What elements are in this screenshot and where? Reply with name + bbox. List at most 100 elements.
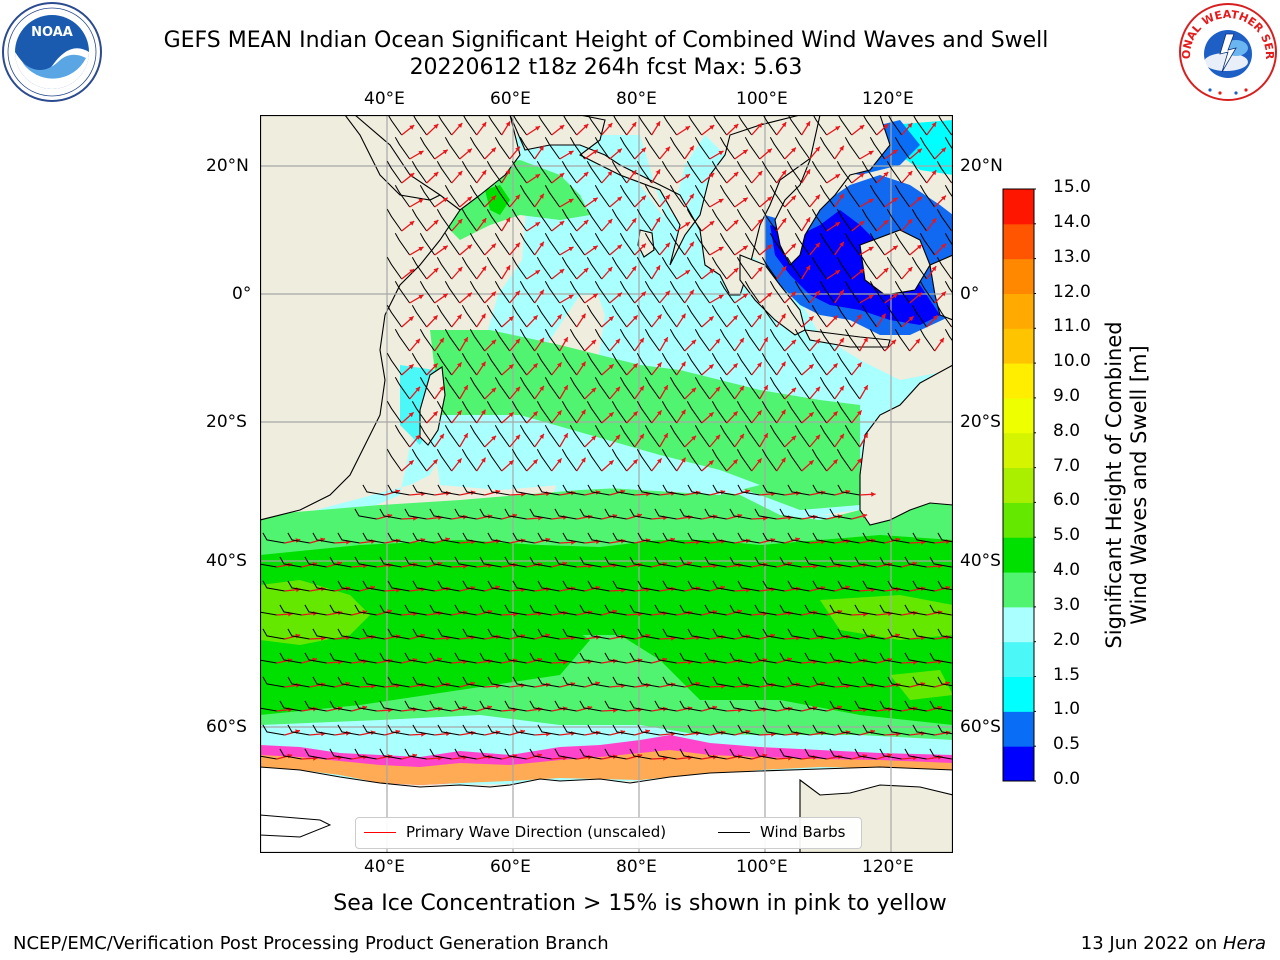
wind-barb	[337, 580, 360, 592]
wave-arrowhead	[491, 435, 496, 441]
wind-barb	[704, 652, 727, 664]
wind-barb	[937, 676, 953, 687]
wind-barb	[811, 401, 828, 424]
wave-arrowhead	[665, 146, 670, 152]
wind-barb	[779, 556, 802, 568]
wave-arrowhead	[757, 458, 762, 464]
wave-arrowhead	[665, 242, 670, 248]
wind-barb	[386, 161, 403, 184]
wind-barb	[262, 628, 285, 640]
wave-arrowhead	[685, 222, 690, 227]
wind-barb	[912, 676, 935, 688]
wave-arrowhead	[641, 147, 646, 153]
wind-barb	[761, 209, 778, 232]
wind-barb	[519, 377, 536, 400]
wind-barb	[586, 305, 603, 328]
wave-arrowhead	[433, 172, 439, 177]
wave-arrowhead	[408, 364, 414, 370]
wind-barb	[819, 137, 836, 160]
wind-barb	[486, 305, 503, 328]
wave-arrowhead	[615, 434, 620, 440]
wave-arrowhead	[691, 435, 696, 441]
wind-barb	[511, 305, 528, 328]
wind-barb	[579, 508, 602, 520]
wind-barb	[262, 724, 285, 736]
wind-barb	[561, 401, 578, 424]
wind-barb	[444, 377, 461, 400]
wind-barb	[386, 353, 403, 376]
wave-arrowhead	[557, 314, 562, 320]
wind-barb	[704, 508, 727, 520]
wave-arrowhead	[791, 291, 796, 297]
wave-arrowhead	[463, 385, 468, 391]
wave-arrowhead	[859, 173, 865, 178]
wind-barb	[669, 185, 686, 208]
wave-arrowhead	[689, 193, 694, 199]
wind-barb	[804, 556, 827, 568]
wind-barb	[587, 628, 610, 640]
wave-arrowhead	[815, 386, 820, 392]
wave-arrowhead	[781, 170, 787, 176]
wind-barb	[504, 700, 527, 712]
wind-barb	[487, 580, 510, 592]
wave-arrowhead	[557, 458, 562, 464]
wind-barb	[936, 209, 953, 232]
wind-barb	[787, 484, 810, 496]
wind-barb	[854, 604, 877, 616]
wind-barb	[544, 281, 561, 304]
wave-arrowhead	[820, 586, 826, 591]
wind-barb	[786, 305, 803, 328]
wind-barb	[711, 401, 728, 424]
wave-arrowhead	[631, 266, 637, 272]
wind-barb	[612, 484, 635, 496]
wind-barb	[844, 137, 861, 160]
wind-barb	[537, 724, 560, 736]
wind-barb	[454, 604, 477, 616]
wave-arrowhead	[695, 681, 701, 687]
chart-title: GEFS MEAN Indian Ocean Significant Heigh…	[163, 28, 1049, 53]
wind-barb	[837, 628, 860, 640]
wave-arrowhead	[641, 243, 646, 249]
wave-arrowhead	[639, 337, 644, 343]
wind-barb	[719, 329, 736, 352]
wave-arrowhead	[709, 269, 715, 274]
wind-barb	[879, 748, 902, 760]
chart-subtitle: 20220612 t18z 264h fcst Max: 5.63	[409, 55, 803, 80]
wind-barb	[687, 532, 710, 544]
wind-barb	[861, 305, 878, 328]
lat-tick-right-20s: 20°S	[960, 412, 1001, 432]
wind-barb	[679, 604, 702, 616]
wave-arrowhead	[592, 197, 598, 203]
wind-barb	[654, 748, 677, 760]
wave-arrowhead	[742, 245, 748, 251]
wind-barb	[487, 532, 510, 544]
wind-barb	[394, 329, 411, 352]
wave-arrowhead	[408, 412, 414, 418]
wind-barb	[562, 580, 585, 592]
wind-barb	[454, 508, 477, 520]
wind-barb	[504, 508, 527, 520]
wind-barb	[519, 425, 536, 448]
wind-barb	[904, 604, 927, 616]
wind-barb	[404, 652, 427, 664]
wind-barb	[579, 748, 602, 760]
wave-arrowhead	[559, 221, 565, 226]
wind-barb	[769, 377, 786, 400]
wind-barb	[454, 652, 477, 664]
colorbar	[1002, 188, 1036, 782]
wind-barb	[469, 137, 486, 160]
wave-arrowhead	[681, 361, 686, 367]
wave-arrowhead	[433, 124, 439, 129]
wave-arrowhead	[508, 460, 514, 466]
wind-barb	[679, 508, 702, 520]
wave-arrowhead	[733, 268, 739, 273]
wind-barb	[729, 508, 752, 520]
wind-barb	[412, 724, 435, 736]
legend-label: Primary Wave Direction (unscaled)	[406, 823, 667, 841]
colorbar-swatch	[1003, 676, 1034, 712]
wind-barb	[811, 449, 828, 472]
wind-barb	[804, 508, 827, 520]
wind-barb	[444, 185, 461, 208]
wave-arrowhead	[907, 171, 913, 176]
wind-barb	[611, 305, 628, 328]
